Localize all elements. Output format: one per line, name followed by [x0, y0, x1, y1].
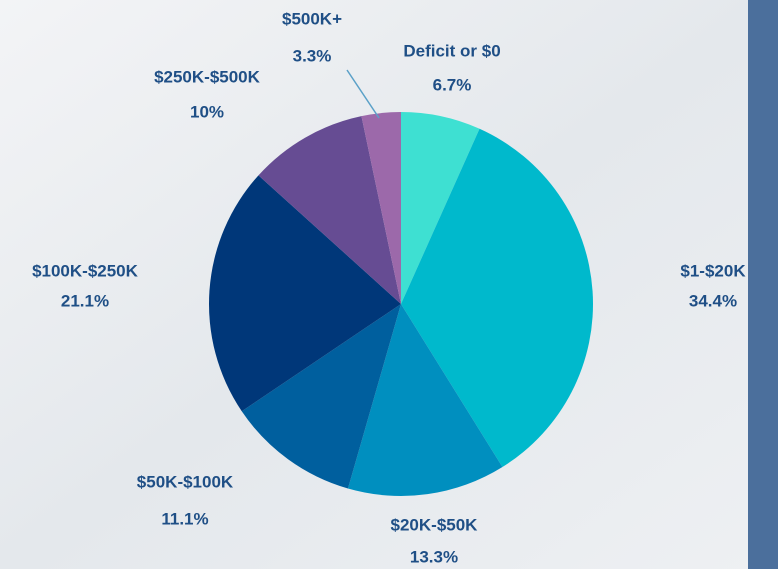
slice-value: 11.1%	[161, 509, 208, 528]
slice-label: $1-$20K	[680, 261, 746, 280]
slice-label: Deficit or $0	[403, 41, 500, 60]
slice-label: $50K-$100K	[137, 472, 234, 491]
slice-value: 10%	[190, 102, 224, 121]
slice-value: 34.4%	[689, 291, 737, 310]
slice-label: $20K-$50K	[391, 515, 479, 534]
slice-value: 3.3%	[293, 46, 332, 65]
slice-label: $100K-$250K	[32, 261, 139, 280]
chart: Deficit or $0 6.7% $1-$20K 34.4% $20K-$50K 13…	[0, 0, 778, 569]
slice-label: $250K-$500K	[154, 67, 261, 86]
slice-value: 21.1%	[61, 291, 109, 310]
slice-value: 13.3%	[410, 547, 458, 566]
slice-label: $500K+	[282, 9, 342, 28]
slice-value: 6.7%	[433, 75, 472, 94]
side-bar	[748, 0, 778, 569]
